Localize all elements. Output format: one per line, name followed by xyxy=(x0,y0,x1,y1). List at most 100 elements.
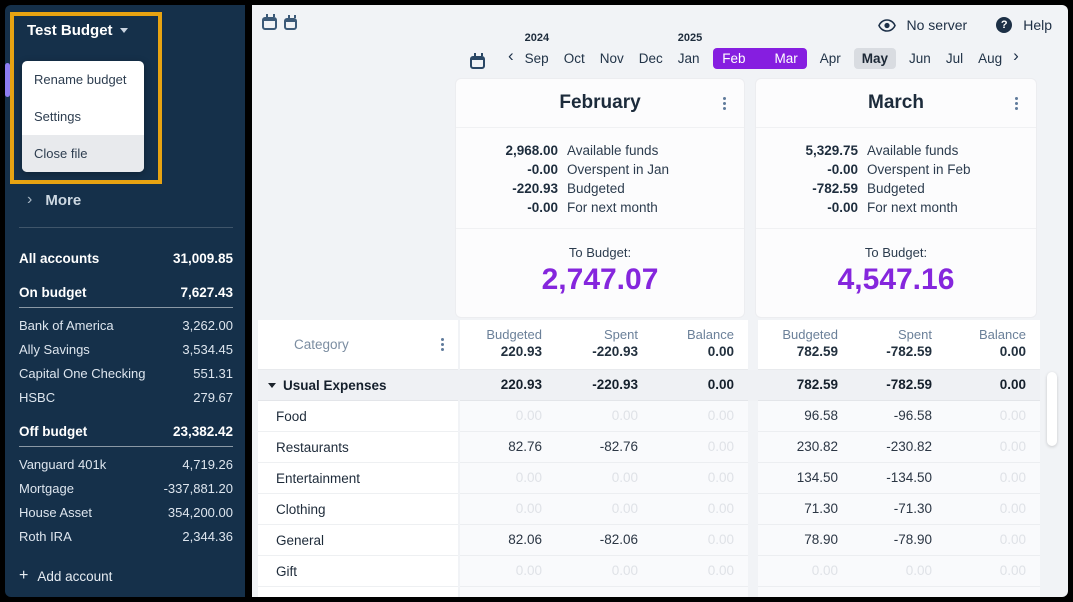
cell-entertainment-budgeted[interactable]: 134.50 xyxy=(796,470,838,485)
cell-clothing-budgeted[interactable]: 71.30 xyxy=(804,501,838,516)
help-icon[interactable]: ? xyxy=(996,17,1013,33)
cell-gift-balance[interactable]: 0.00 xyxy=(707,563,734,578)
cell-clothing-balance[interactable]: 0.00 xyxy=(707,501,734,516)
column-header-balance[interactable]: Balance 0.00 xyxy=(652,320,748,369)
account-row-ally-savings[interactable]: Ally Savings 3,534.45 xyxy=(19,337,233,361)
cell-general-balance[interactable]: 0.00 xyxy=(999,532,1026,547)
account-row-hsbc[interactable]: HSBC 279.67 xyxy=(19,385,233,409)
cell-entertainment-balance[interactable]: 0.00 xyxy=(707,470,734,485)
account-row-mortgage[interactable]: Mortgage -337,881.20 xyxy=(19,476,233,500)
month-jun[interactable]: Jun xyxy=(909,51,931,66)
category-name-cell[interactable]: Usual Expenses xyxy=(258,370,458,401)
cell-clothing-balance[interactable]: 0.00 xyxy=(999,501,1026,516)
category-name-cell[interactable]: Clothing xyxy=(258,494,458,525)
month-feb[interactable]: Feb xyxy=(722,51,746,66)
column-header-spent[interactable]: Spent -220.93 xyxy=(556,320,652,369)
no-server-label[interactable]: No server xyxy=(906,17,968,33)
month-apr[interactable]: Apr xyxy=(819,51,841,66)
cell-general-budgeted[interactable]: 78.90 xyxy=(804,532,838,547)
privacy-eye-icon[interactable] xyxy=(877,18,896,32)
all-accounts-row[interactable]: All accounts 31,009.85 xyxy=(19,246,233,270)
collapse-triangle-icon[interactable] xyxy=(268,382,276,388)
cell-food-spent[interactable]: 0.00 xyxy=(611,408,638,423)
cell-restaurants-balance[interactable]: 0.00 xyxy=(999,439,1026,454)
month-menu-icon[interactable] xyxy=(1010,96,1022,112)
column-header-budgeted[interactable]: Budgeted 220.93 xyxy=(460,320,556,369)
column-header-balance[interactable]: Balance 0.00 xyxy=(946,320,1040,369)
cell-clothing-budgeted[interactable]: 0.00 xyxy=(515,501,542,516)
cell-clothing-spent[interactable]: 0.00 xyxy=(611,501,638,516)
cell-entertainment-spent[interactable]: -134.50 xyxy=(886,470,932,485)
cell-food-spent[interactable]: -96.58 xyxy=(893,408,932,423)
month-aug[interactable]: Aug xyxy=(978,51,1003,66)
cell-restaurants-budgeted[interactable]: 230.82 xyxy=(796,439,838,454)
month-sep[interactable]: Sep xyxy=(524,51,549,66)
more-button[interactable]: More xyxy=(27,191,81,209)
cell-food-balance[interactable]: 0.00 xyxy=(999,408,1026,423)
cell-gift-spent[interactable]: 0.00 xyxy=(905,563,932,578)
account-row-capital-one-checking[interactable]: Capital One Checking 551.31 xyxy=(19,361,233,385)
menu-item-settings[interactable]: Settings xyxy=(34,109,81,124)
column-header-spent[interactable]: Spent -782.59 xyxy=(852,320,946,369)
category-menu-icon[interactable] xyxy=(436,337,448,353)
cell-gift-balance[interactable]: 0.00 xyxy=(999,563,1026,578)
account-group-header-off-budget[interactable]: Off budget 23,382.42 xyxy=(19,423,233,447)
month-dec[interactable]: Dec xyxy=(638,51,663,66)
cell-general-spent[interactable]: -82.06 xyxy=(599,532,638,547)
cell-entertainment-balance[interactable]: 0.00 xyxy=(999,470,1026,485)
next-months-icon[interactable] xyxy=(1004,46,1028,69)
to-budget-value[interactable]: 2,747.07 xyxy=(541,263,659,296)
menu-item-rename-budget[interactable]: Rename budget xyxy=(34,72,127,87)
single-month-view-icon[interactable] xyxy=(262,14,277,30)
cell-entertainment-spent[interactable]: 0.00 xyxy=(611,470,638,485)
month-jul[interactable]: Jul xyxy=(945,51,964,66)
vertical-scrollbar-thumb[interactable] xyxy=(1047,372,1057,446)
add-account-button[interactable]: Add account xyxy=(19,567,112,585)
category-name-cell[interactable]: Entertainment xyxy=(258,463,458,494)
account-group-header-on-budget[interactable]: On budget 7,627.43 xyxy=(19,284,233,308)
cell-usual-expenses-balance[interactable]: 0.00 xyxy=(999,377,1026,392)
cell-usual-expenses-balance[interactable]: 0.00 xyxy=(707,377,734,392)
cell-usual-expenses-spent[interactable]: -782.59 xyxy=(886,377,932,392)
cell-restaurants-balance[interactable]: 0.00 xyxy=(707,439,734,454)
menu-item-close-file[interactable]: Close file xyxy=(22,135,144,172)
cell-usual-expenses-budgeted[interactable]: 220.93 xyxy=(500,377,542,392)
cell-general-budgeted[interactable]: 82.06 xyxy=(508,532,542,547)
account-row-roth-ira[interactable]: Roth IRA 2,344.36 xyxy=(19,524,233,548)
month-may[interactable]: May xyxy=(853,48,897,69)
month-jan[interactable]: Jan xyxy=(677,51,700,66)
multi-month-view-icon[interactable] xyxy=(284,15,297,30)
cell-usual-expenses-spent[interactable]: -220.93 xyxy=(592,377,638,392)
category-name-cell[interactable]: General xyxy=(258,525,458,556)
category-name-cell[interactable]: Gift xyxy=(258,556,458,587)
account-row-bank-of-america[interactable]: Bank of America 3,262.00 xyxy=(19,313,233,337)
previous-months-icon[interactable] xyxy=(499,46,523,69)
account-row-vanguard-401k[interactable]: Vanguard 401k 4,719.26 xyxy=(19,452,233,476)
month-oct[interactable]: Oct xyxy=(563,51,585,66)
category-name-cell[interactable]: Food xyxy=(258,401,458,432)
help-label[interactable]: Help xyxy=(1023,17,1052,33)
column-header-budgeted[interactable]: Budgeted 782.59 xyxy=(758,320,852,369)
cell-food-budgeted[interactable]: 0.00 xyxy=(515,408,542,423)
cell-clothing-spent[interactable]: -71.30 xyxy=(893,501,932,516)
month-nov[interactable]: Nov xyxy=(599,51,624,66)
budget-switcher[interactable]: Test Budget xyxy=(27,22,128,39)
cell-restaurants-spent[interactable]: -82.76 xyxy=(599,439,638,454)
category-name-cell[interactable]: Restaurants xyxy=(258,432,458,463)
cell-gift-spent[interactable]: 0.00 xyxy=(611,563,638,578)
cell-gift-budgeted[interactable]: 0.00 xyxy=(515,563,542,578)
cell-food-budgeted[interactable]: 96.58 xyxy=(804,408,838,423)
month-mar[interactable]: Mar xyxy=(774,51,798,66)
month-picker-calendar-icon[interactable] xyxy=(470,53,485,69)
cell-general-balance[interactable]: 0.00 xyxy=(707,532,734,547)
cell-usual-expenses-budgeted[interactable]: 782.59 xyxy=(796,377,838,392)
account-row-house-asset[interactable]: House Asset 354,200.00 xyxy=(19,500,233,524)
cell-gift-budgeted[interactable]: 0.00 xyxy=(811,563,838,578)
cell-food-balance[interactable]: 0.00 xyxy=(707,408,734,423)
month-menu-icon[interactable] xyxy=(718,96,730,112)
cell-restaurants-budgeted[interactable]: 82.76 xyxy=(508,439,542,454)
cell-restaurants-spent[interactable]: -230.82 xyxy=(886,439,932,454)
to-budget-value[interactable]: 4,547.16 xyxy=(837,263,955,296)
cell-entertainment-budgeted[interactable]: 0.00 xyxy=(515,470,542,485)
cell-general-spent[interactable]: -78.90 xyxy=(893,532,932,547)
